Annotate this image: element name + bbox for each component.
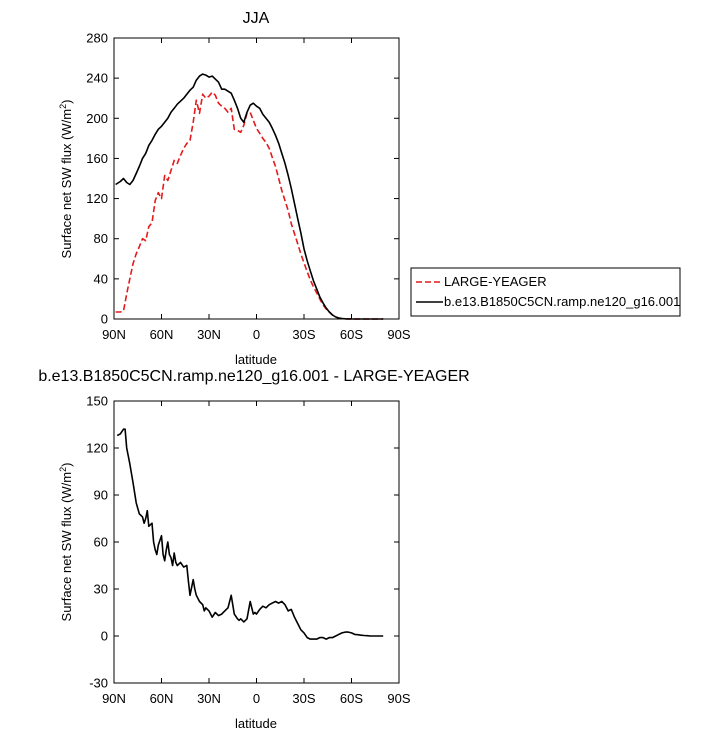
x-tick-label: 0 [253, 327, 260, 342]
series-line-b-e13-b1850c5cn-ramp-ne120-g16-001 [115, 73, 384, 320]
y-tick-label: -30 [89, 676, 108, 691]
y-tick-label: 40 [94, 271, 108, 286]
x-tick-label: 60N [150, 327, 174, 342]
chart-title: b.e13.B1850C5CN.ramp.ne120_g16.001 - LAR… [38, 368, 469, 385]
legend: LARGE-YEAGER b.e13.B1850C5CN.ramp.ne120_… [410, 267, 681, 317]
axis-ticks: 90N 60N 30N 0 30S 60S 90S -30 0 30 60 90 120 150 [86, 394, 411, 707]
x-tick-label: 90S [387, 327, 410, 342]
axis-ticks: 90N 60N 30N 0 30S 60S 90S 0 40 80 120 160 200 240 280 [86, 31, 411, 343]
x-tick-label: 30N [197, 327, 221, 342]
x-tick-label: 60N [150, 691, 174, 706]
y-tick-label: 240 [86, 71, 108, 86]
y-tick-label: 90 [94, 488, 108, 503]
bottom-panel: b.e13.B1850C5CN.ramp.ne120_g16.001 - LAR… [38, 368, 469, 731]
x-tick-label: 60S [340, 327, 363, 342]
x-axis-label: latitude [235, 352, 277, 367]
x-tick-label: 30S [292, 691, 315, 706]
y-tick-label: 200 [86, 111, 108, 126]
y-tick-label: 150 [86, 394, 108, 409]
y-tick-label: 0 [101, 312, 108, 327]
chart-title: JJA [243, 10, 270, 27]
plot-area [116, 428, 384, 640]
x-tick-label: 30S [292, 327, 315, 342]
y-axis-label: Surface net SW flux (W/m2) [58, 463, 74, 622]
y-tick-label: 30 [94, 582, 108, 597]
y-tick-label: 160 [86, 151, 108, 166]
y-axis-label: Surface net SW flux (W/m2) [58, 100, 74, 259]
x-tick-label: 0 [253, 691, 260, 706]
y-tick-label: 60 [94, 535, 108, 550]
plot-frame [113, 400, 400, 684]
x-axis-label: latitude [235, 716, 277, 731]
legend-label-model: b.e13.B1850C5CN.ramp.ne120_g16.001 [444, 294, 680, 309]
legend-box [410, 267, 681, 317]
y-tick-label: 120 [86, 191, 108, 206]
plot-area [115, 73, 384, 320]
x-tick-label: 30N [197, 691, 221, 706]
y-tick-label: 120 [86, 441, 108, 456]
x-tick-label: 90N [102, 691, 126, 706]
y-tick-label: 280 [86, 31, 108, 46]
plot-frame [113, 37, 400, 320]
legend-label-large-yeager: LARGE-YEAGER [444, 274, 547, 289]
y-tick-label: 80 [94, 231, 108, 246]
series-line-large-yeager [115, 91, 384, 320]
x-tick-label: 90N [102, 327, 126, 342]
y-tick-label: 0 [101, 629, 108, 644]
x-tick-label: 90S [387, 691, 410, 706]
series-line-difference-0 [116, 428, 384, 640]
top-panel: JJA 90N 60N 30N 0 30S 60S 90S 0 40 80 120 160 200 240… [58, 10, 681, 367]
x-tick-label: 60S [340, 691, 363, 706]
